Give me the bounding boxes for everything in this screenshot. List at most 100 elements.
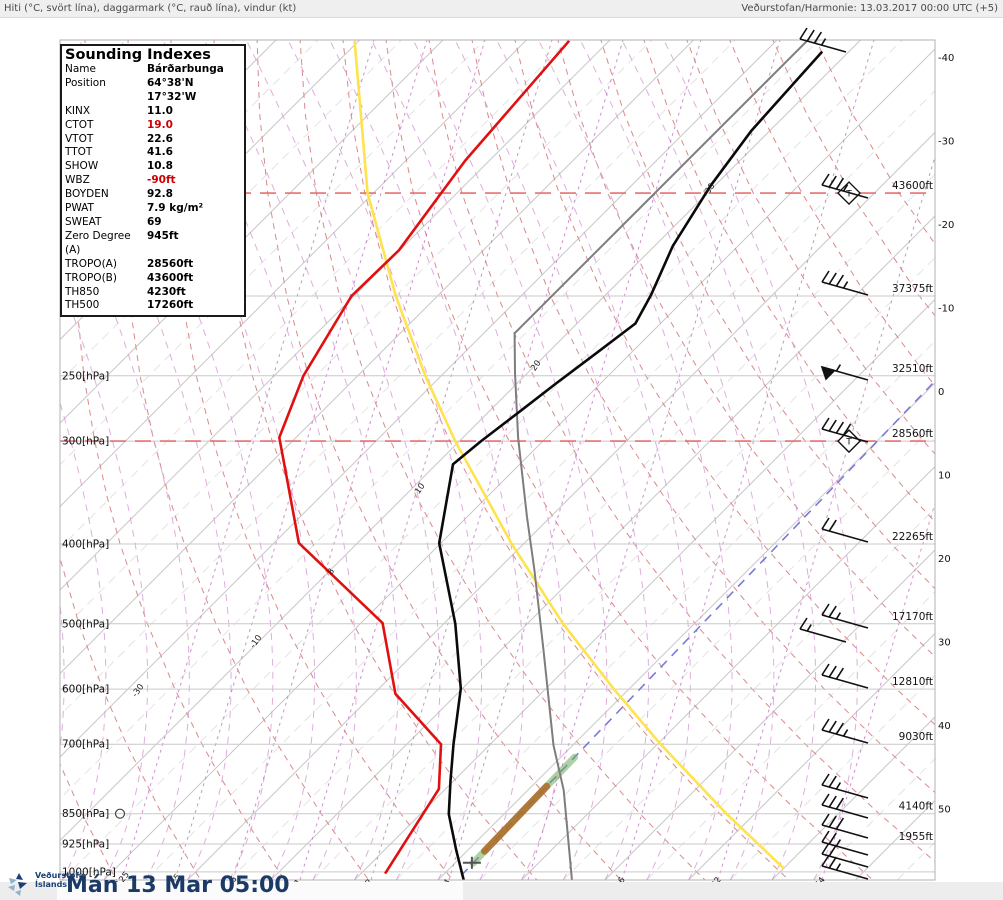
index-row: TROPO(A) 28560ft (65, 258, 241, 272)
index-value: 10.8 (147, 160, 173, 173)
datetime-backplate (57, 882, 463, 900)
svg-text:-10: -10 (938, 304, 954, 315)
level-850-marker (114, 808, 126, 819)
index-label: TROPO(B) (65, 271, 117, 284)
plot-frame (59, 39, 936, 881)
index-row: TH500 17260ft (65, 299, 241, 313)
svg-text:37375ft: 37375ft (892, 283, 933, 295)
index-value: 4230ft (147, 285, 186, 298)
dry-adiabat-lines (60, 40, 935, 880)
index-value: 92.8 (147, 188, 173, 201)
index-row: SWEAT 69 (65, 216, 241, 230)
index-value: 11.0 (147, 104, 173, 117)
index-label: SWEAT (65, 215, 102, 228)
index-label: TROPO(A) (65, 257, 117, 270)
svg-text:50: 50 (938, 805, 951, 816)
index-value: -90ft (147, 174, 176, 187)
index-row: Zero Degree (A) 945ft (65, 230, 241, 258)
svg-text:-20: -20 (938, 220, 954, 231)
index-label: TH850 (65, 285, 100, 298)
index-row: PWAT 7.9 kg/m² (65, 202, 241, 216)
svg-text:10: 10 (938, 471, 951, 482)
index-row: SHOW 10.8 (65, 160, 241, 174)
svg-text:1955ft: 1955ft (899, 831, 933, 843)
index-value: 19.0 (147, 118, 173, 131)
altitude-axis-labels: 43600ft 37375ft 32510ft 28560ft 22265ft 17170… (892, 180, 933, 843)
index-label: Name (65, 63, 96, 75)
index-value: 945ft (147, 229, 179, 242)
index-row: KINX 11.0 (65, 105, 241, 119)
isotherm-minor-lines (60, 40, 935, 880)
bottom-status-bar: Veðurstofa Íslands Mán 13 Mar 05:00 (0, 871, 1003, 900)
index-value: Bárðarbunga (147, 63, 224, 75)
svg-text:12810ft: 12810ft (892, 676, 933, 688)
index-label: WBZ (65, 174, 90, 187)
indexes-title: Sounding Indexes (65, 47, 211, 63)
index-value: 7.9 kg/m² (147, 202, 204, 215)
surface-parcel-marker (462, 856, 481, 869)
index-label: SHOW (65, 160, 99, 173)
index-row: VTOT 22.6 (65, 133, 241, 147)
index-row: TROPO(B) 43600ft (65, 272, 241, 286)
svg-text:T: T (845, 190, 852, 200)
index-label: BOYDEN (65, 188, 109, 201)
wind-barbs (799, 27, 869, 880)
svg-text:-40: -40 (938, 53, 954, 64)
svg-text:22265ft: 22265ft (892, 531, 933, 543)
svg-text:600[hPa]: 600[hPa] (62, 684, 109, 696)
standard-atmosphere-curve (513, 40, 808, 880)
icing-layer-segments (469, 753, 578, 867)
svg-text:500[hPa]: 500[hPa] (62, 618, 109, 630)
index-label: CTOT (65, 118, 94, 131)
svg-text:17170ft: 17170ft (892, 611, 933, 623)
index-row: Name Bárðarbunga (65, 63, 241, 77)
temperature-curve (437, 50, 824, 880)
index-label: Position (65, 76, 106, 89)
svg-text:250[hPa]: 250[hPa] (62, 370, 109, 382)
svg-text:9030ft: 9030ft (899, 731, 933, 743)
top-status-bar: Hiti (°C, svört lína), daggarmark (°C, r… (0, 0, 1003, 18)
svg-text:8: 8 (326, 567, 337, 577)
index-row: TTOT 41.6 (65, 146, 241, 160)
svg-text:4140ft: 4140ft (899, 801, 933, 813)
index-label: VTOT (65, 132, 94, 145)
index-label: TH500 (65, 299, 100, 312)
index-label: Zero Degree (A) (65, 229, 131, 256)
svg-text:28560ft: 28560ft (892, 428, 933, 440)
svg-text:32510ft: 32510ft (892, 363, 933, 375)
index-value: 22.6 (147, 132, 173, 145)
index-value: 28560ft (147, 257, 194, 270)
indexes-rows: Name Bárðarbunga Position 64°38'N 17°32'W KI… (65, 63, 241, 313)
svg-text:400[hPa]: 400[hPa] (62, 539, 109, 551)
index-value: 43600ft (147, 271, 194, 284)
index-value: 64°38'N 17°32'W (147, 76, 197, 103)
mixing-ratio-lines (121, 40, 935, 880)
valid-time-label: Mán 13 Mar 05:00 (66, 873, 290, 898)
index-value: 17260ft (147, 299, 194, 312)
svg-text:850[hPa]: 850[hPa] (62, 808, 109, 820)
svg-text:30: 30 (938, 638, 951, 649)
index-value: 41.6 (147, 146, 173, 159)
svg-text:300[hPa]: 300[hPa] (62, 436, 109, 448)
index-row: CTOT 19.0 (65, 119, 241, 133)
index-row: WBZ -90ft (65, 174, 241, 188)
legend-text: Hiti (°C, svört lína), daggarmark (°C, r… (4, 3, 297, 14)
index-row: Position 64°38'N 17°32'W (65, 77, 241, 105)
svg-text:T: T (845, 438, 852, 448)
index-value: 69 (147, 215, 162, 228)
svg-text:0: 0 (938, 387, 944, 398)
model-run-text: Veðurstofan/Harmonie: 13.03.2017 00:00 U… (741, 3, 998, 14)
svg-text:-30: -30 (938, 137, 954, 148)
index-label: PWAT (65, 202, 94, 215)
index-label: KINX (65, 104, 91, 117)
svg-text:43600ft: 43600ft (892, 180, 933, 192)
svg-text:925[hPa]: 925[hPa] (62, 839, 109, 851)
svg-text:20: 20 (938, 554, 951, 565)
index-row: BOYDEN 92.8 (65, 188, 241, 202)
temp-axis-right-labels: -40 -30 -20 -10 0 10 20 30 40 50 (938, 53, 954, 816)
org-name: Veðurstofa Íslands (35, 871, 85, 889)
sounding-indexes-panel: Sounding Indexes Name Bárðarbunga Position… (60, 44, 246, 318)
tropopause-lines (60, 192, 935, 442)
svg-text:1000[hPa]: 1000[hPa] (62, 866, 116, 878)
